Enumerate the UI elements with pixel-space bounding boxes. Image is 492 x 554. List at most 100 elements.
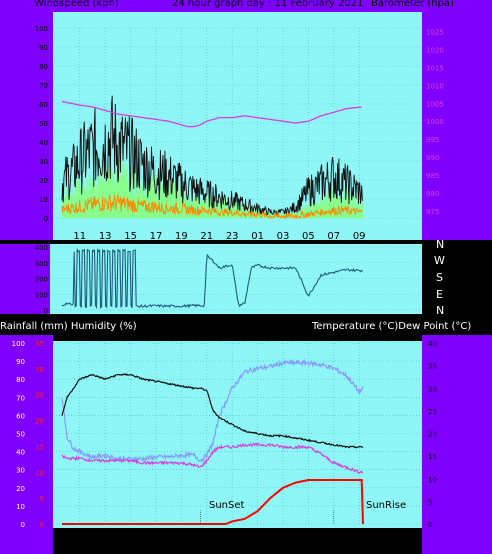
wind-x-tick: 19 (175, 231, 188, 242)
climate-x-tick: 03 (277, 538, 290, 549)
temperature-line (61, 373, 364, 449)
baro-y-tick: 1025 (426, 29, 444, 37)
baro-y-tick: 975 (426, 208, 439, 216)
rain-y-tick: 35 (35, 340, 44, 348)
baro-y-tick: 1000 (426, 118, 444, 126)
sunset-label: SunSet (209, 500, 245, 511)
temperature-axis-title: Temperature (°C)Dew Point (°C) (312, 321, 472, 332)
climate-x-tick: 01 (251, 538, 264, 549)
wind-x-tick: 15 (124, 231, 137, 242)
humidity-y-tick: 30 (16, 467, 25, 475)
wind-y-tick: 20 (39, 177, 48, 185)
climate-x-tick: 13 (99, 538, 112, 549)
rain-y-tick: 10 (35, 469, 44, 477)
wind-y-tick: 50 (39, 120, 48, 128)
rain-y-tick: 30 (35, 366, 44, 374)
dir-label-n-top: N (436, 238, 445, 251)
top-left-strip (0, 0, 53, 240)
chart-title: 24 hour graph day : 11 February 2021 (172, 0, 364, 9)
humidity-y-tick: 50 (16, 431, 25, 439)
wind-x-tick: 03 (277, 231, 290, 242)
temp-y-tick: 0 (428, 521, 432, 529)
wind-y-tick: 70 (39, 82, 48, 90)
wind-y-tick: 80 (39, 63, 48, 71)
wind-x-tick: 13 (99, 231, 112, 242)
climate-x-tick: 21 (200, 538, 213, 549)
baro-y-tick: 1020 (426, 47, 444, 55)
climate-x-tick: 09 (353, 538, 366, 549)
wind-x-tick: 07 (327, 231, 340, 242)
barometer-axis-title: Barometer (hpa) (371, 0, 454, 9)
humidity-y-tick: 40 (16, 449, 25, 457)
baro-y-tick: 995 (426, 136, 439, 144)
temp-y-tick: 15 (428, 453, 437, 461)
wind-y-tick: 0 (44, 215, 48, 223)
wind-x-tick: 11 (73, 231, 86, 242)
sunrise-label: SunRise (366, 500, 406, 511)
wind-y-tick: 90 (39, 44, 48, 52)
climate-x-tick: 23 (226, 538, 239, 549)
top-header-strip (53, 0, 422, 12)
humidity-y-tick: 70 (16, 394, 25, 402)
dir-label-s: S (436, 271, 443, 284)
rainfall-line (62, 479, 364, 525)
temp-y-tick: 20 (428, 431, 437, 439)
humidity-y-tick: 10 (16, 503, 25, 511)
wind-y-tick: 60 (39, 101, 48, 109)
wind-y-tick: 100 (35, 25, 48, 33)
dir-y-tick: 300 (35, 260, 48, 268)
temp-y-tick: 5 (428, 498, 432, 506)
wind-direction-line (61, 247, 363, 310)
bottom-left-strip (0, 335, 53, 554)
dir-y-tick: 100 (35, 291, 48, 299)
wind-x-tick: 23 (226, 231, 239, 242)
dewpoint-line (61, 442, 364, 474)
wind-x-tick: 01 (251, 231, 264, 242)
dir-label-n-bottom: N (436, 304, 445, 317)
bottom-right-strip (422, 335, 492, 554)
climate-x-tick: 07 (327, 538, 340, 549)
wind-y-tick: 40 (39, 139, 48, 147)
wind-x-tick: 05 (302, 231, 315, 242)
humidity-y-tick: 0 (21, 521, 25, 529)
temp-y-tick: 35 (428, 363, 437, 371)
grid-lines (50, 27, 422, 525)
wind-x-tick: 17 (150, 231, 163, 242)
wind-speed-line (61, 194, 363, 220)
barometer-line (61, 100, 362, 128)
dir-y-tick: 0 (44, 307, 48, 315)
wind-x-tick: 21 (200, 231, 213, 242)
humidity-y-tick: 80 (16, 376, 25, 384)
temp-y-tick: 40 (428, 340, 437, 348)
wind-gust-line (61, 95, 363, 218)
rain-y-tick: 25 (35, 392, 44, 400)
axis-ticks: 0102030405060708090100975980985990995100… (12, 25, 444, 549)
climate-x-tick: 15 (124, 538, 137, 549)
climate-x-tick: 17 (150, 538, 163, 549)
series-lines (61, 95, 364, 525)
temp-y-tick: 25 (428, 408, 437, 416)
top-right-strip (422, 0, 492, 240)
rain-y-tick: 20 (35, 418, 44, 426)
rain-y-tick: 15 (35, 443, 44, 451)
baro-y-tick: 980 (426, 190, 439, 198)
rain-y-tick: 0 (40, 521, 44, 529)
climate-x-tick: 19 (175, 538, 188, 549)
humidity-y-tick: 90 (16, 358, 25, 366)
humidity-y-tick: 20 (16, 485, 25, 493)
wind-axis-title: Windspeed (kph) (34, 0, 119, 9)
wind-x-tick: 09 (353, 231, 366, 242)
humidity-y-tick: 60 (16, 412, 25, 420)
wind-y-tick: 30 (39, 158, 48, 166)
dir-left-strip (0, 244, 50, 314)
dir-y-tick: 200 (35, 276, 48, 284)
dir-label-e: E (436, 288, 443, 301)
rain-y-tick: 5 (40, 495, 44, 503)
baro-y-tick: 985 (426, 172, 439, 180)
climate-x-tick: 05 (302, 538, 315, 549)
dir-label-w: W (434, 254, 445, 267)
baro-y-tick: 990 (426, 154, 439, 162)
wind-y-tick: 10 (39, 196, 48, 204)
humidity-y-tick: 100 (12, 340, 25, 348)
